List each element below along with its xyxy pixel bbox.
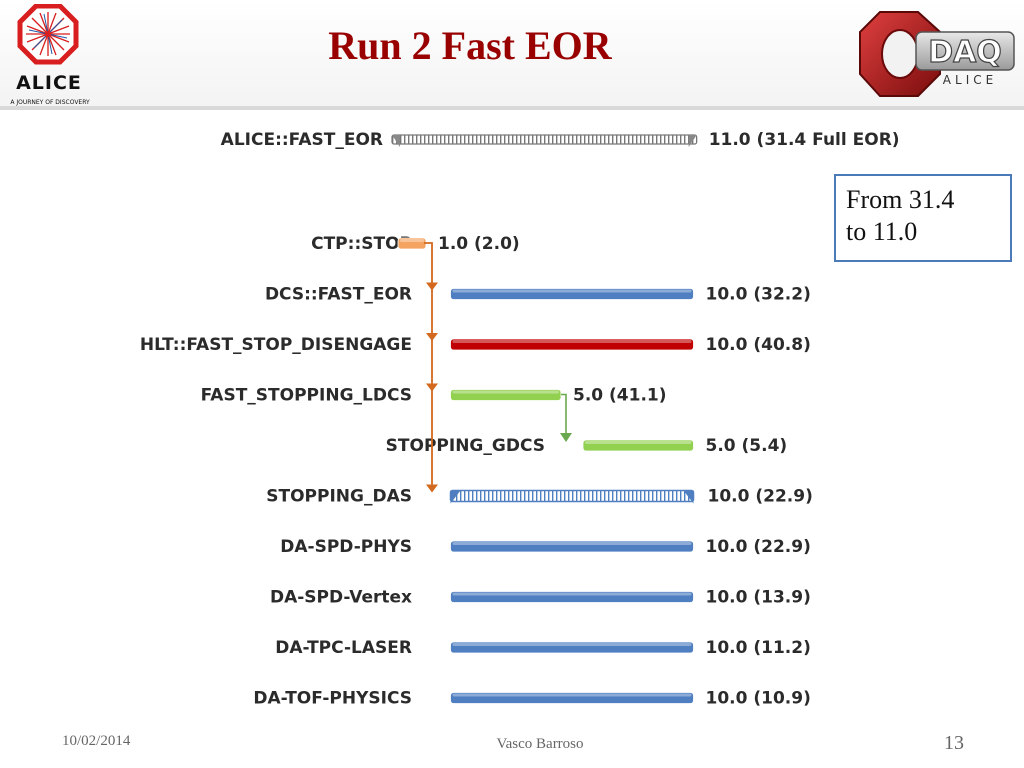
summary-bar-cap-left <box>392 135 400 147</box>
task-bar-highlight <box>452 340 692 343</box>
dependency-arrow <box>560 433 572 442</box>
task-bar-highlight <box>452 643 692 646</box>
task-bar-cap-right <box>683 490 694 504</box>
dependency-arrow <box>426 282 438 291</box>
data-label: 10.0 (10.9) <box>706 689 811 709</box>
task-label: DA-TPC-LASER <box>275 638 412 658</box>
task-label: DA-SPD-Vertex <box>270 588 412 608</box>
alice-burst-icon <box>17 3 79 65</box>
daq-logo: DAQ ALICE <box>859 11 1015 97</box>
alice-logo-tagline: A JOURNEY OF DISCOVERY <box>10 99 90 106</box>
task-bar <box>450 338 694 351</box>
data-label: 10.0 (22.9) <box>708 487 813 507</box>
callout-line-2: to 11.0 <box>846 217 918 246</box>
task-label: HLT::FAST_STOP_DISENGAGE <box>140 335 412 355</box>
footer-date: 10/02/2014 <box>62 733 131 749</box>
footer-page-number: 13 <box>944 732 964 754</box>
dependency-arrow <box>426 383 438 392</box>
dependency-arrow <box>426 484 438 493</box>
task-bar <box>450 641 694 654</box>
callout-line-1: From 31.4 <box>846 185 955 214</box>
task-label: STOPPING_GDCS <box>386 436 545 456</box>
data-label: 10.0 (22.9) <box>706 537 811 557</box>
alice-logo: ALICE A JOURNEY OF DISCOVERY <box>4 3 96 106</box>
task-label: STOPPING_DAS <box>266 487 412 507</box>
task-bar-highlight <box>452 592 692 596</box>
data-label: 5.0 (5.4) <box>706 436 788 456</box>
dependency-line <box>424 242 433 492</box>
task-bar-highlight <box>452 289 692 293</box>
task-bar <box>450 540 694 553</box>
slide-header <box>0 0 1024 108</box>
task-label: CTP::STOP <box>311 234 412 254</box>
data-label: 1.0 (2.0) <box>438 234 520 254</box>
data-label: 10.0 (32.2) <box>706 285 811 305</box>
footer-author: Vasco Barroso <box>496 736 584 752</box>
callout-box: From 31.4 to 11.0 <box>834 174 1012 262</box>
daq-logo-subtext: ALICE <box>943 73 997 87</box>
task-bar-highlight <box>452 390 559 394</box>
task-label: FAST_STOPPING_LDCS <box>201 386 412 406</box>
task-bar <box>449 489 695 503</box>
task-label: DA-TOF-PHYSICS <box>253 689 412 709</box>
task-bar <box>450 692 694 704</box>
data-label: 11.0 (31.4 Full EOR) <box>709 130 900 150</box>
task-bar-highlight <box>452 693 692 697</box>
task-label: DCS::FAST_EOR <box>265 285 412 305</box>
dependency-arrow <box>426 333 438 341</box>
task-label: ALICE::FAST_EOR <box>221 130 383 150</box>
daq-logo-text: DAQ <box>928 35 1002 70</box>
task-bar <box>450 288 694 300</box>
data-label: 10.0 (11.2) <box>706 638 811 658</box>
summary-bar <box>391 134 698 145</box>
data-label: 10.0 (13.9) <box>706 588 811 608</box>
data-label: 10.0 (40.8) <box>706 335 811 355</box>
task-bar <box>582 439 694 452</box>
data-label: 5.0 (41.1) <box>573 386 667 406</box>
task-bar-highlight <box>400 239 424 242</box>
task-bar-cap-left <box>450 490 461 504</box>
header-divider <box>0 106 1024 110</box>
dependency-line <box>561 393 567 439</box>
summary-bar-cap-right <box>688 135 697 147</box>
task-bar-highlight <box>452 542 692 545</box>
slide-title: Run 2 Fast EOR <box>328 23 612 68</box>
task-label: DA-SPD-PHYS <box>280 537 412 557</box>
alice-logo-text: ALICE <box>16 72 82 94</box>
task-bar <box>450 591 694 603</box>
task-bar-highlight <box>585 441 692 444</box>
